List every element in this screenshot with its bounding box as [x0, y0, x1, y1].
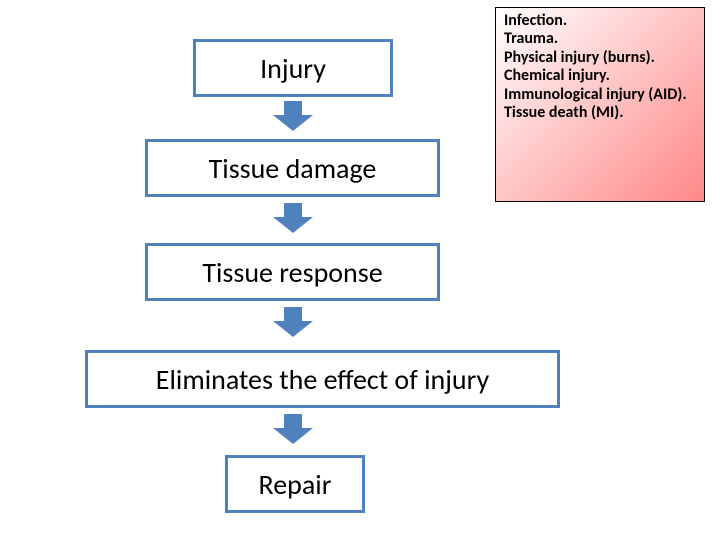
callout-line: Infection.: [504, 12, 696, 30]
callout-line: Tissue death (MI).: [504, 104, 696, 122]
callout-injury-types: Infection. Trauma. Physical injury (burn…: [495, 7, 705, 202]
arrow-2: [273, 203, 313, 233]
arrow-3: [273, 307, 313, 337]
flow-box-injury: Injury: [193, 39, 393, 97]
callout-line: Physical injury (burns).: [504, 49, 696, 67]
callout-line: Immunological injury (AID).: [504, 86, 696, 104]
callout-line: Chemical injury.: [504, 67, 696, 85]
flow-box-tissue-damage: Tissue damage: [145, 139, 440, 197]
flow-box-eliminates: Eliminates the effect of injury: [85, 350, 560, 408]
flow-box-tissue-response: Tissue response: [145, 243, 440, 301]
arrow-4: [273, 414, 313, 444]
arrow-1: [273, 101, 313, 131]
flow-box-repair: Repair: [225, 455, 365, 513]
callout-line: Trauma.: [504, 30, 696, 48]
